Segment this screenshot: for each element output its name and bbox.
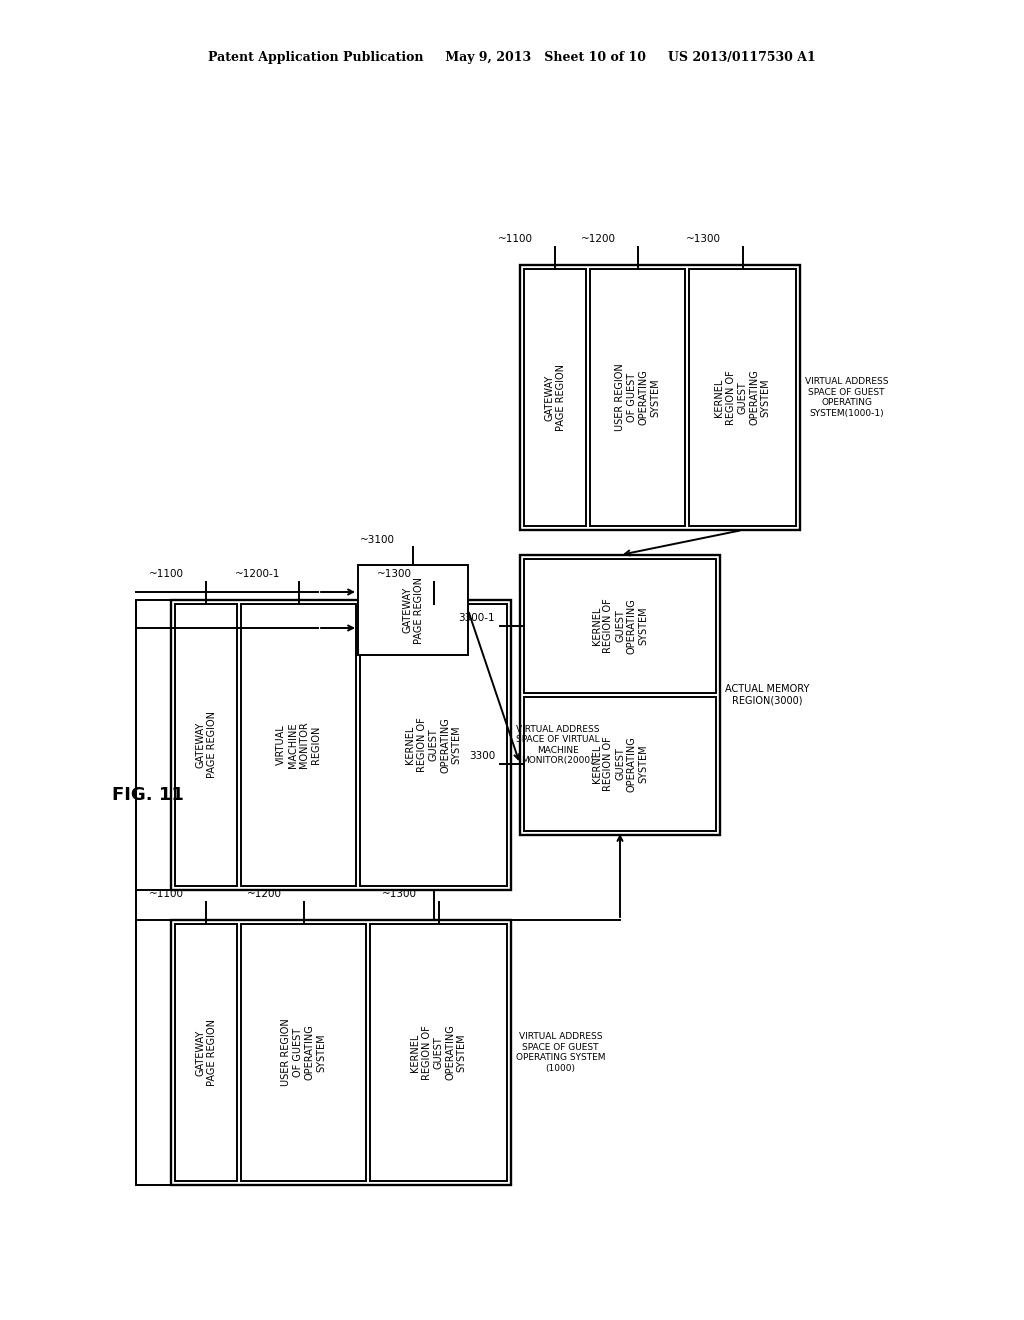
Bar — [524, 697, 716, 832]
Text: ~1300: ~1300 — [382, 888, 417, 899]
Text: ~3100: ~3100 — [360, 535, 395, 545]
Text: VIRTUAL ADDRESS
SPACE OF VIRTUAL
MACHINE
MONITOR(2000): VIRTUAL ADDRESS SPACE OF VIRTUAL MACHINE… — [516, 725, 600, 766]
Text: GATEWAY
PAGE REGION: GATEWAY PAGE REGION — [402, 577, 424, 644]
Bar — [520, 554, 720, 836]
Bar — [520, 265, 800, 531]
Text: ~1200-1: ~1200-1 — [236, 569, 281, 579]
Text: VIRTUAL ADDRESS
SPACE OF GUEST
OPERATING SYSTEM
(1000): VIRTUAL ADDRESS SPACE OF GUEST OPERATING… — [516, 1032, 605, 1073]
Text: ~1200: ~1200 — [581, 234, 615, 244]
Text: 3300: 3300 — [469, 751, 495, 762]
Text: ~1200: ~1200 — [247, 888, 282, 899]
Bar — [590, 269, 685, 525]
Bar — [241, 924, 366, 1181]
Text: ACTUAL MEMORY
REGION(3000): ACTUAL MEMORY REGION(3000) — [725, 684, 809, 706]
Bar — [360, 605, 507, 886]
Text: VIRTUAL
MACHINE
MONITOR
REGION: VIRTUAL MACHINE MONITOR REGION — [276, 722, 321, 768]
Bar — [524, 558, 716, 693]
Bar — [171, 601, 511, 890]
Bar — [370, 924, 507, 1181]
Text: 3300-1: 3300-1 — [459, 612, 495, 623]
Text: ~1300: ~1300 — [377, 569, 412, 579]
Text: KERNEL
REGION OF
GUEST
OPERATING
SYSTEM: KERNEL REGION OF GUEST OPERATING SYSTEM — [411, 1024, 467, 1080]
Bar — [524, 269, 586, 525]
Text: GATEWAY
PAGE REGION: GATEWAY PAGE REGION — [196, 1019, 217, 1086]
Bar — [171, 920, 511, 1185]
Text: ~1100: ~1100 — [150, 569, 184, 579]
Text: VIRTUAL ADDRESS
SPACE OF GUEST
OPERATING
SYSTEM(1000-1): VIRTUAL ADDRESS SPACE OF GUEST OPERATING… — [805, 378, 889, 417]
Text: KERNEL
REGION OF
GUEST
OPERATING
SYSTEM: KERNEL REGION OF GUEST OPERATING SYSTEM — [406, 717, 462, 774]
Text: KERNEL
REGION OF
GUEST
OPERATING
SYSTEM: KERNEL REGION OF GUEST OPERATING SYSTEM — [715, 370, 771, 425]
Bar — [689, 269, 796, 525]
Text: GATEWAY
PAGE REGION: GATEWAY PAGE REGION — [196, 711, 217, 779]
Text: GATEWAY
PAGE REGION: GATEWAY PAGE REGION — [544, 364, 566, 432]
Text: ~1100: ~1100 — [150, 888, 184, 899]
Bar — [175, 605, 237, 886]
Bar — [358, 565, 468, 655]
Text: ~1300: ~1300 — [685, 234, 721, 244]
Text: USER REGION
OF GUEST
OPERATING
SYSTEM: USER REGION OF GUEST OPERATING SYSTEM — [615, 363, 659, 432]
Text: FIG. 11: FIG. 11 — [112, 785, 184, 804]
Text: ~1100: ~1100 — [498, 234, 534, 244]
Text: Patent Application Publication     May 9, 2013   Sheet 10 of 10     US 2013/0117: Patent Application Publication May 9, 20… — [208, 51, 816, 65]
Text: KERNEL
REGION OF
GUEST
OPERATING
SYSTEM: KERNEL REGION OF GUEST OPERATING SYSTEM — [592, 737, 648, 792]
Bar — [241, 605, 356, 886]
Text: KERNEL
REGION OF
GUEST
OPERATING
SYSTEM: KERNEL REGION OF GUEST OPERATING SYSTEM — [592, 598, 648, 653]
Bar — [175, 924, 237, 1181]
Text: USER REGION
OF GUEST
OPERATING
SYSTEM: USER REGION OF GUEST OPERATING SYSTEM — [282, 1019, 326, 1086]
